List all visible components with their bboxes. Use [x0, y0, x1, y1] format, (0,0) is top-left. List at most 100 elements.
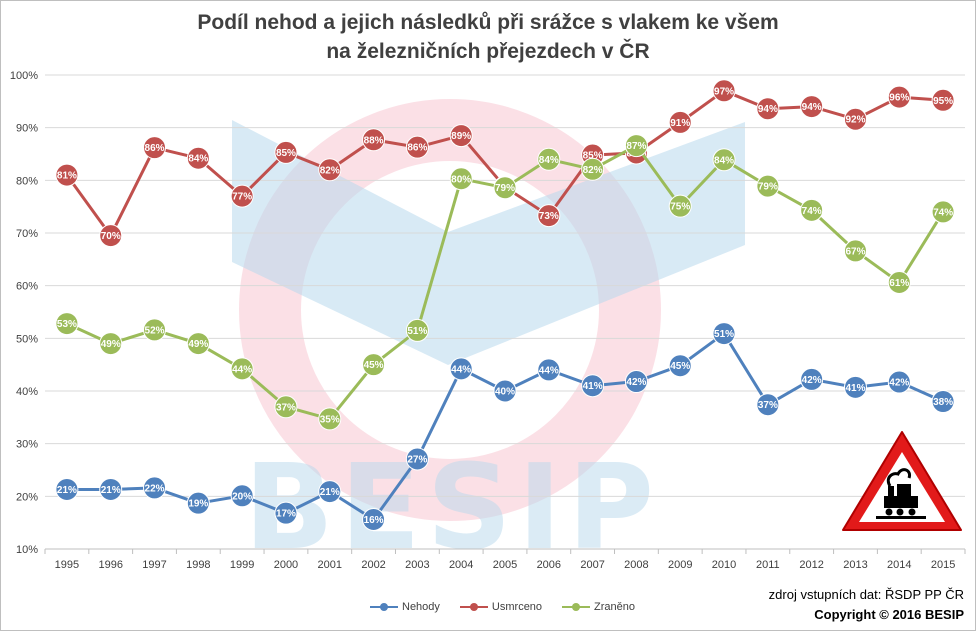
data-point	[712, 322, 736, 346]
data-label: 19%	[188, 499, 208, 510]
data-label: 21%	[57, 485, 77, 496]
data-point	[274, 140, 298, 164]
legend-swatch-usmrceno	[459, 602, 488, 612]
data-label: 74%	[933, 207, 953, 218]
data-label: 94%	[802, 102, 822, 113]
data-point	[55, 477, 79, 501]
data-label: 16%	[364, 515, 384, 526]
besip-watermark: BESIP	[232, 99, 745, 576]
data-label: 92%	[845, 115, 865, 126]
data-point	[887, 271, 911, 295]
series-group: 21% 21% 22% 19% 20% 17% 21% 16% 27% 44% 40% 44% 41% 4…	[55, 79, 955, 532]
data-point	[274, 395, 298, 419]
x-tick-label: 2000	[274, 559, 298, 571]
x-tick-label: 2009	[668, 559, 692, 571]
data-label: 89%	[451, 131, 471, 142]
data-label: 40%	[495, 387, 515, 398]
data-label: 81%	[57, 171, 77, 182]
data-point	[493, 176, 517, 200]
data-label: 85%	[276, 148, 296, 159]
data-label: 17%	[276, 509, 296, 520]
data-label: 67%	[845, 246, 865, 257]
data-point	[712, 79, 736, 103]
data-label: 61%	[889, 278, 909, 289]
data-label: 70%	[101, 231, 121, 242]
legend-label-nehody: Nehody	[402, 601, 440, 613]
data-point	[624, 370, 648, 394]
data-point	[843, 107, 867, 131]
data-point	[186, 146, 210, 170]
x-tick-label: 2015	[931, 559, 955, 571]
data-label: 53%	[57, 319, 77, 330]
data-label: 82%	[320, 165, 340, 176]
x-tick-label: 2008	[624, 559, 648, 571]
y-tick-label: 10%	[16, 544, 38, 556]
data-point	[143, 476, 167, 500]
legend-label-usmrceno: Usmrceno	[491, 601, 543, 613]
data-label: 42%	[802, 375, 822, 386]
data-point	[800, 198, 824, 222]
x-axis: 1995 1996 1997 1998 1999 2000 2001 2002 2003 2004…	[44, 548, 966, 571]
data-label: 79%	[758, 182, 778, 193]
data-point	[581, 374, 605, 398]
data-point	[668, 110, 692, 134]
copyright-note: Copyright © 2016 BESIP	[814, 607, 964, 622]
data-label: 42%	[626, 377, 646, 388]
data-point	[55, 163, 79, 187]
data-point	[931, 200, 955, 224]
data-point	[143, 136, 167, 160]
legend-item-zraneno: Zraněno	[562, 601, 635, 613]
series-0: 21% 21% 22% 19% 20% 17% 21% 16% 27% 44% 40% 44% 41% 4…	[55, 322, 955, 532]
data-point	[230, 357, 254, 381]
data-label: 84%	[539, 155, 559, 166]
data-point	[668, 354, 692, 378]
x-tick-label: 2012	[799, 559, 823, 571]
data-source-note: zdroj vstupních dat: ŘSDP PP ČR	[768, 587, 964, 602]
y-axis: 10% 20% 30% 40% 50% 60% 70% 80% 90% 100%	[10, 70, 38, 556]
data-point	[405, 447, 429, 471]
data-label: 44%	[451, 364, 471, 375]
x-tick-label: 2001	[318, 559, 342, 571]
data-label: 37%	[276, 402, 296, 413]
data-point	[712, 148, 736, 172]
data-label: 97%	[714, 86, 734, 97]
x-tick-label: 2011	[756, 559, 780, 571]
data-point	[449, 124, 473, 148]
data-label: 52%	[145, 325, 165, 336]
y-tick-label: 70%	[16, 228, 38, 240]
x-tick-label: 2006	[537, 559, 561, 571]
data-point	[186, 491, 210, 515]
data-label: 51%	[714, 329, 734, 340]
y-tick-label: 50%	[16, 333, 38, 345]
data-label: 44%	[232, 364, 252, 375]
data-point	[449, 357, 473, 381]
data-label: 45%	[670, 361, 690, 372]
data-label: 79%	[495, 183, 515, 194]
x-tick-label: 2004	[449, 559, 473, 571]
x-tick-label: 1997	[142, 559, 166, 571]
data-label: 51%	[407, 326, 427, 337]
x-tick-label: 2014	[887, 559, 911, 571]
y-tick-label: 60%	[16, 281, 38, 293]
data-label: 49%	[188, 339, 208, 350]
y-tick-label: 100%	[10, 70, 38, 82]
data-point	[493, 379, 517, 403]
data-label: 21%	[101, 485, 121, 496]
data-label: 80%	[451, 174, 471, 185]
x-tick-label: 2005	[493, 559, 517, 571]
data-label: 42%	[889, 378, 909, 389]
x-tick-label: 1995	[55, 559, 79, 571]
data-point	[362, 353, 386, 377]
data-point	[405, 318, 429, 342]
x-tick-label: 2002	[361, 559, 385, 571]
x-tick-label: 1996	[98, 559, 122, 571]
data-point	[143, 318, 167, 342]
data-point	[756, 393, 780, 417]
data-point	[800, 367, 824, 391]
data-point	[887, 370, 911, 394]
data-label: 86%	[145, 143, 165, 154]
data-point	[449, 167, 473, 191]
x-tick-label: 2003	[405, 559, 429, 571]
data-label: 84%	[188, 154, 208, 165]
data-label: 74%	[802, 206, 822, 217]
